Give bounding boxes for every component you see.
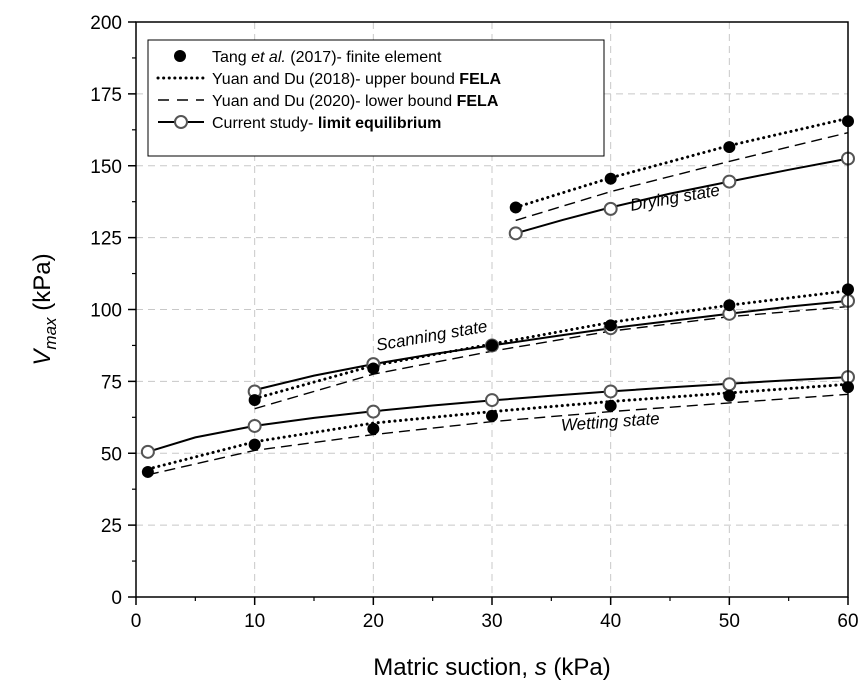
y-tick-label: 100 [90, 301, 122, 322]
x-axis-title: Matric suction, s (kPa) [373, 654, 610, 681]
tang-point [486, 409, 498, 422]
series-group [247, 283, 855, 410]
lower-bound-line [254, 305, 849, 410]
legend-entry: Yuan and Du (2018)- upper bound FELA [156, 71, 502, 88]
x-tick-label: 30 [481, 611, 502, 632]
tang-point [723, 389, 736, 402]
x-axis-title-unit: (kPa) [547, 654, 611, 681]
y-axis-title-main: V [29, 348, 56, 366]
legend-box [147, 39, 605, 157]
current-study-point [247, 418, 262, 433]
current-study-point [140, 444, 155, 459]
x-tick-label: 40 [600, 611, 621, 632]
series-group [140, 370, 855, 478]
y-tick-label: 0 [111, 588, 122, 609]
y-tick-label: 150 [90, 157, 122, 178]
lower-bound-line [147, 393, 849, 476]
y-tick-label: 175 [90, 85, 122, 106]
x-axis-title-main: Matric suction, [373, 654, 534, 681]
tang-point [604, 319, 617, 332]
current-study-point [603, 384, 618, 399]
current-study-point [603, 201, 618, 216]
x-axis-title-variable: s [535, 654, 547, 681]
y-tick-label: 125 [90, 229, 122, 250]
current-study-point [366, 404, 381, 419]
legend: Tang et al. (2017)- finite element Yuan a… [147, 39, 605, 157]
legend-entry: Yuan and Du (2020)- lower bound FELA [158, 93, 499, 110]
y-tick-label: 200 [90, 13, 122, 34]
legend-entry: Current study- limit equilibrium [158, 115, 441, 132]
current-study-point [508, 226, 523, 241]
y-axis-title: Vmax (kPa) [29, 253, 60, 365]
plot-series [140, 115, 855, 478]
tang-point [604, 172, 617, 185]
y-axis-title-subscript: max [41, 317, 60, 350]
tang-point [723, 299, 736, 312]
state-annotation: Drying state [629, 180, 722, 214]
current-study-point [485, 393, 499, 408]
current-study-point [722, 377, 737, 392]
y-tick-label: 50 [101, 444, 122, 465]
tang-point [367, 422, 380, 435]
legend-label: Current study- limit equilibrium [212, 115, 441, 132]
y-tick-label: 75 [101, 372, 122, 393]
tang-point [248, 394, 261, 407]
lower-bound-line [515, 132, 849, 222]
x-tick-label: 60 [837, 611, 858, 632]
x-tick-label: 20 [363, 611, 384, 632]
current-study-line [515, 157, 849, 235]
y-tick-label: 25 [101, 516, 122, 537]
legend-marker [174, 50, 186, 62]
state-annotation: Wetting state [560, 409, 660, 435]
x-tick-label: 0 [131, 611, 142, 632]
legend-label: Yuan and Du (2020)- lower bound FELA [212, 93, 499, 110]
tang-point [367, 362, 380, 375]
legend-entry: Tang et al. (2017)- finite element [174, 49, 442, 66]
x-tick-label: 10 [244, 611, 265, 632]
tang-point [141, 465, 154, 478]
current-study-point [722, 174, 737, 189]
tang-point [248, 438, 261, 451]
y-axis-title-unit: (kPa) [29, 253, 56, 317]
tang-point [486, 339, 498, 352]
legend-label: Tang et al. (2017)- finite element [212, 49, 442, 66]
tang-point [723, 141, 736, 154]
current-study-line [254, 299, 849, 391]
upper-bound-line [253, 289, 850, 401]
legend-label: Yuan and Du (2018)- upper bound FELA [212, 71, 502, 88]
tang-point [509, 201, 522, 214]
tang-point [604, 399, 617, 412]
upper-bound-line [514, 116, 850, 209]
legend-marker [174, 115, 188, 129]
axis-ticks: 0 10 20 30 40 50 60 0 25 50 75 100 125 150 175 200 [90, 13, 858, 632]
x-tick-label: 50 [719, 611, 740, 632]
